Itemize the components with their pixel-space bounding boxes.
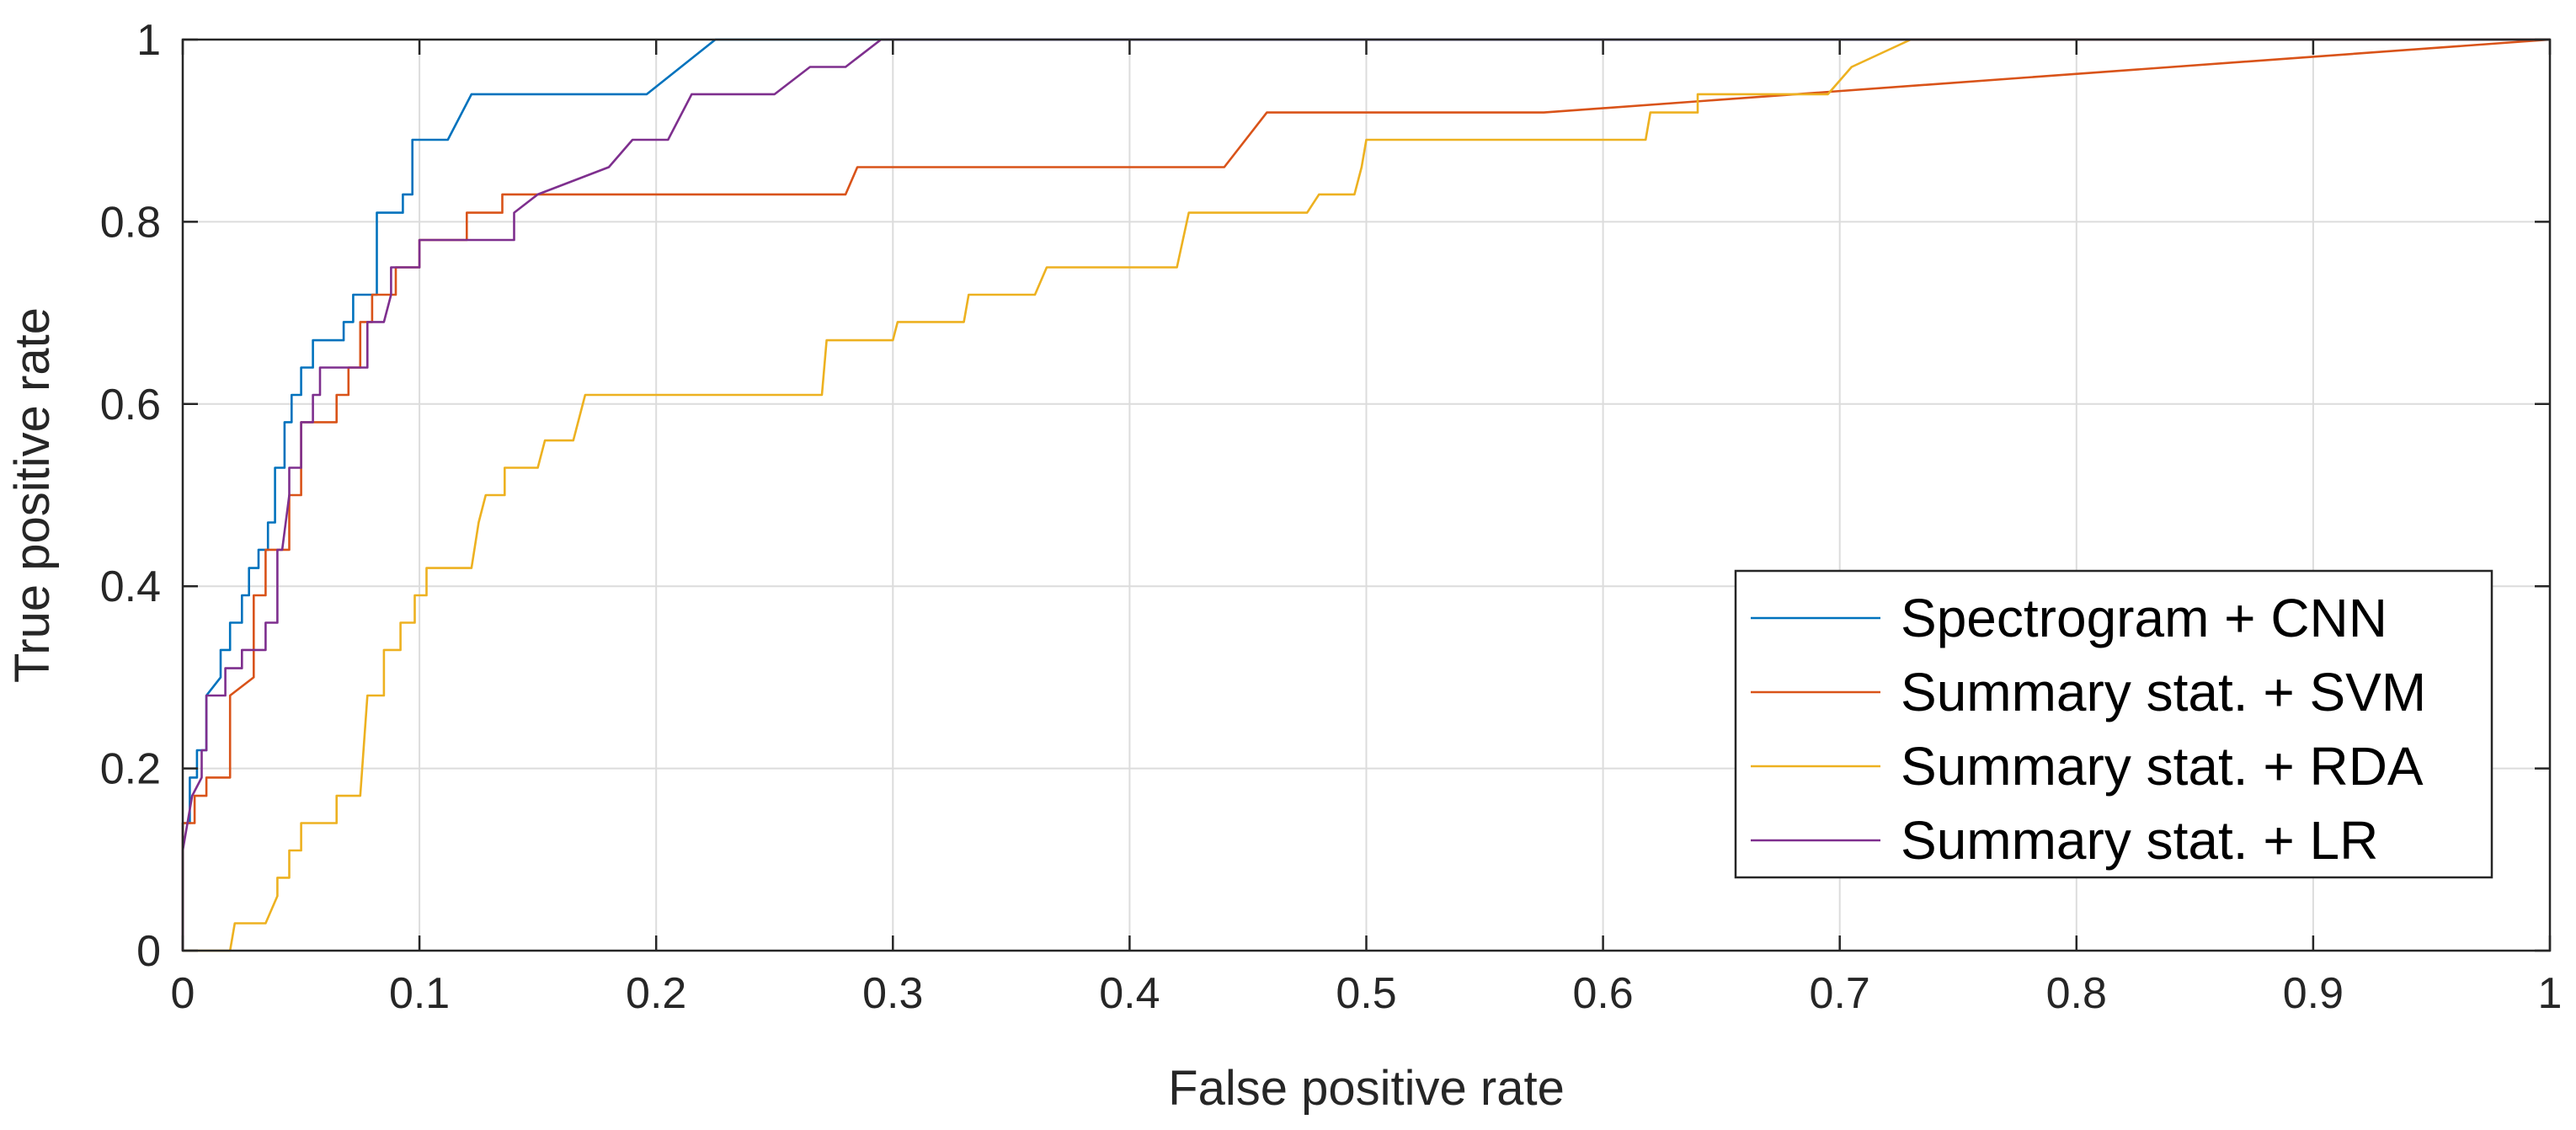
- legend-label-1: Spectrogram + CNN: [1901, 588, 2387, 648]
- x-tick-label: 0.1: [389, 969, 450, 1018]
- y-tick-label: 0: [136, 927, 161, 976]
- legend-box: [1734, 569, 2493, 879]
- legend-label-4: Summary stat. + LR: [1901, 810, 2378, 871]
- x-tick-label: 0.3: [862, 969, 923, 1018]
- y-tick-label: 0.4: [100, 562, 161, 611]
- series-line-3: [183, 38, 2550, 952]
- series-line-4: [181, 38, 2550, 951]
- x-tick-label: 1: [2538, 969, 2563, 1018]
- tick-marks: [181, 38, 2552, 952]
- x-tick-label: 0.4: [1099, 969, 1160, 1018]
- series-line-1: [181, 38, 2550, 951]
- y-tick-labels: 0 0.2 0.4 0.6 0.8 1: [100, 16, 161, 976]
- legend-entries: Spectrogram + CNN Summary stat. + SVM Summ…: [1751, 588, 2426, 871]
- x-tick-label: 0.2: [626, 969, 686, 1018]
- legend-label-2: Summary stat. + SVM: [1901, 662, 2426, 722]
- series-layer: [181, 38, 2551, 952]
- legend-label-3: Summary stat. + RDA: [1901, 736, 2424, 797]
- y-tick-label: 0.2: [100, 745, 161, 794]
- legend: Spectrogram + CNN Summary stat. + SVM Summ…: [1734, 569, 2493, 879]
- y-axis-title: True positive rate: [5, 307, 60, 683]
- x-tick-label: 0.8: [2046, 969, 2107, 1018]
- x-tick-label: 0: [171, 969, 195, 1018]
- x-tick-label: 0.6: [1572, 969, 1633, 1018]
- x-tick-label: 0.9: [2283, 969, 2344, 1018]
- y-tick-label: 0.8: [100, 198, 161, 247]
- y-tick-label: 0.6: [100, 381, 161, 429]
- series-line-2: [181, 38, 2551, 951]
- y-tick-label: 1: [136, 16, 161, 65]
- x-tick-labels: 0 0.1 0.2 0.3 0.4 0.5 0.6 0.7 0.8 0.9 1: [171, 969, 2563, 1018]
- x-axis-title: False positive rate: [1168, 1061, 1565, 1116]
- x-tick-label: 0.7: [1810, 969, 1870, 1018]
- x-tick-label: 0.5: [1336, 969, 1396, 1018]
